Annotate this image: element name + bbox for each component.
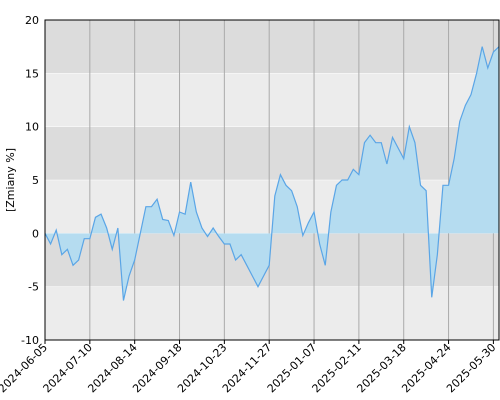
y-tick-label: 10 bbox=[25, 121, 39, 134]
y-tick-label: -5 bbox=[28, 281, 39, 294]
y-tick-label: 20 bbox=[25, 14, 39, 27]
plot-frame bbox=[44, 19, 500, 341]
grid-band bbox=[45, 73, 499, 127]
y-axis-label: [Zmiany %] bbox=[4, 148, 17, 212]
y-tick-label: 0 bbox=[32, 227, 39, 240]
grid-band bbox=[45, 126, 499, 180]
y-tick-label: -10 bbox=[21, 334, 39, 347]
grid-band bbox=[45, 286, 499, 340]
y-tick-label: 15 bbox=[25, 67, 39, 80]
y-tick-label: 5 bbox=[32, 174, 39, 187]
line bbox=[44, 46, 500, 301]
area-fill bbox=[45, 46, 499, 301]
grid-band bbox=[45, 20, 499, 74]
